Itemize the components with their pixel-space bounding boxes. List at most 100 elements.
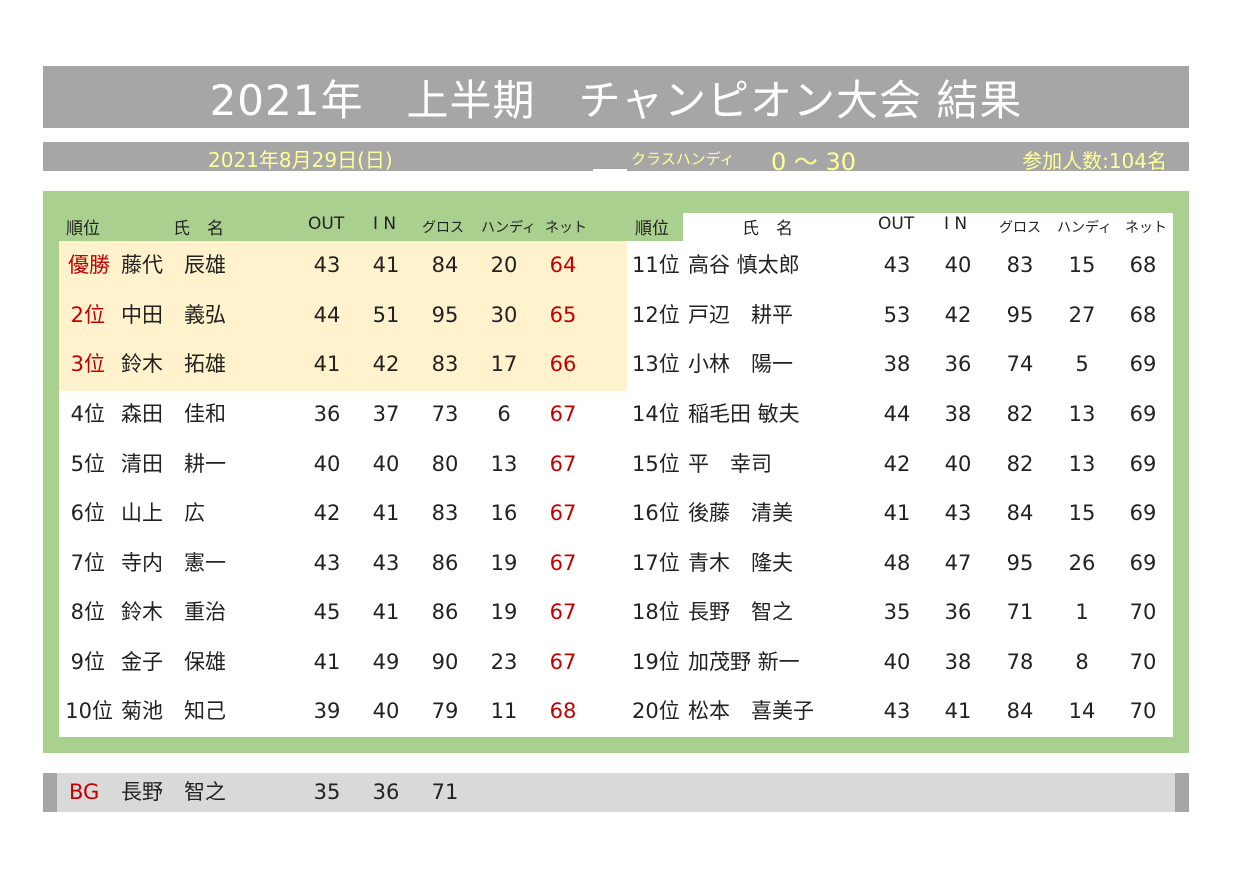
player-surname: 山上 xyxy=(121,501,163,525)
rank-cell: 3位 xyxy=(70,352,105,376)
in-score: 41 xyxy=(944,699,972,723)
out-score: 36 xyxy=(313,402,341,426)
handicap-value: 16 xyxy=(490,501,518,525)
out-score: 43 xyxy=(313,253,341,277)
class-handicap-label: クラスハンディ xyxy=(631,150,735,168)
table-row: 7位 寺内 憲一 43 43 86 19 67 xyxy=(0,539,1241,588)
in-score: 40 xyxy=(372,452,400,476)
player-surname: 寺内 xyxy=(121,551,163,575)
out-score: 38 xyxy=(883,352,911,376)
table-row: 17位 青木 隆夫 48 47 95 26 69 xyxy=(0,539,1241,588)
gross-score: 73 xyxy=(431,402,459,426)
gross-score: 83 xyxy=(431,501,459,525)
player-surname: 中田 xyxy=(121,303,163,327)
table-row: 16位 後藤 清美 41 43 84 15 69 xyxy=(0,489,1241,538)
net-score: 67 xyxy=(549,501,577,525)
net-score: 67 xyxy=(549,650,577,674)
header-gross-left: グロス xyxy=(422,220,464,236)
in-score: 43 xyxy=(944,501,972,525)
net-score: 69 xyxy=(1129,452,1157,476)
rank-cell: 9位 xyxy=(70,650,105,674)
player-given-name: 保雄 xyxy=(184,650,226,674)
header-out-right: OUT xyxy=(878,214,915,234)
rank-cell: 19位 xyxy=(632,650,680,674)
out-score: 43 xyxy=(883,253,911,277)
best-gross-in: 36 xyxy=(372,780,400,804)
gross-score: 84 xyxy=(431,253,459,277)
gross-score: 90 xyxy=(431,650,459,674)
rank-cell: 13位 xyxy=(632,352,680,376)
header-name-right: 氏 名 xyxy=(742,219,793,239)
gross-score: 79 xyxy=(431,699,459,723)
handicap-value: 11 xyxy=(490,699,518,723)
net-score: 69 xyxy=(1129,551,1157,575)
rank-cell: 2位 xyxy=(70,303,105,327)
in-score: 36 xyxy=(944,600,972,624)
gross-score: 83 xyxy=(431,352,459,376)
in-score: 40 xyxy=(944,452,972,476)
player-surname: 藤代 xyxy=(121,253,163,277)
player-name: 松本 喜美子 xyxy=(688,699,814,723)
bar-edge-left xyxy=(43,773,57,812)
table-row: 15位 平 幸司 42 40 82 13 69 xyxy=(0,440,1241,489)
best-gross-surname: 長野 xyxy=(121,780,163,804)
player-given-name: 知己 xyxy=(184,699,226,723)
table-row: 3位 鈴木 拓雄 41 42 83 17 66 xyxy=(0,340,1241,389)
rank-cell: 4位 xyxy=(70,402,105,426)
header-handicap-left: ハンディ xyxy=(481,220,537,236)
in-score: 36 xyxy=(944,352,972,376)
handicap-value: 14 xyxy=(1068,699,1096,723)
out-score: 53 xyxy=(883,303,911,327)
net-score: 69 xyxy=(1129,501,1157,525)
table-row: 4位 森田 佳和 36 37 73 6 67 xyxy=(0,390,1241,439)
player-given-name: 耕一 xyxy=(184,452,226,476)
rank-cell: 優勝 xyxy=(68,253,110,277)
player-given-name: 義弘 xyxy=(184,303,226,327)
info-bar: 2021年8月29日(日) クラスハンディ 0 ～ 30 参加人数:104名 xyxy=(43,142,1189,176)
gross-score: 82 xyxy=(1006,452,1034,476)
rank-cell: 16位 xyxy=(632,501,680,525)
player-given-name: 広 xyxy=(184,501,205,525)
gross-score: 82 xyxy=(1006,402,1034,426)
player-given-name: 拓雄 xyxy=(184,352,226,376)
table-row: 12位 戸辺 耕平 53 42 95 27 68 xyxy=(0,291,1241,340)
net-score: 67 xyxy=(549,600,577,624)
table-row: 2位 中田 義弘 44 51 95 30 65 xyxy=(0,291,1241,340)
header-rank-right: 順位 xyxy=(635,219,669,239)
net-score: 70 xyxy=(1129,650,1157,674)
handicap-value: 1 xyxy=(1075,600,1089,624)
table-row: 18位 長野 智之 35 36 71 1 70 xyxy=(0,588,1241,637)
handicap-value: 30 xyxy=(490,303,518,327)
player-name: 稲毛田 敏夫 xyxy=(688,402,800,426)
player-surname: 鈴木 xyxy=(121,352,163,376)
right-header-background xyxy=(683,213,1173,241)
table-row: 9位 金子 保雄 41 49 90 23 67 xyxy=(0,638,1241,687)
rank-cell: 7位 xyxy=(70,551,105,575)
header-in-left: I N xyxy=(373,214,397,234)
table-row: 8位 鈴木 重治 45 41 86 19 67 xyxy=(0,588,1241,637)
rank-cell: 20位 xyxy=(632,699,680,723)
out-score: 43 xyxy=(883,699,911,723)
gross-score: 74 xyxy=(1006,352,1034,376)
rank-cell: 14位 xyxy=(632,402,680,426)
rank-cell: 15位 xyxy=(632,452,680,476)
rank-cell: 6位 xyxy=(70,501,105,525)
player-given-name: 重治 xyxy=(184,600,226,624)
event-date: 2021年8月29日(日) xyxy=(208,148,393,172)
player-surname: 森田 xyxy=(121,402,163,426)
player-name: 高谷 慎太郎 xyxy=(688,253,800,277)
gross-score: 78 xyxy=(1006,650,1034,674)
handicap-value: 23 xyxy=(490,650,518,674)
handicap-value: 17 xyxy=(490,352,518,376)
player-given-name: 辰雄 xyxy=(184,253,226,277)
best-gross-given-name: 智之 xyxy=(184,780,226,804)
page-title: 2021年 上半期 チャンピオン大会 結果 xyxy=(43,66,1189,128)
table-row: 6位 山上 広 42 41 83 16 67 xyxy=(0,489,1241,538)
player-name: 青木 隆夫 xyxy=(688,551,793,575)
handicap-value: 15 xyxy=(1068,501,1096,525)
out-score: 48 xyxy=(883,551,911,575)
out-score: 35 xyxy=(883,600,911,624)
handicap-value: 5 xyxy=(1075,352,1089,376)
header-rank-left: 順位 xyxy=(66,219,100,239)
net-score: 66 xyxy=(549,352,577,376)
